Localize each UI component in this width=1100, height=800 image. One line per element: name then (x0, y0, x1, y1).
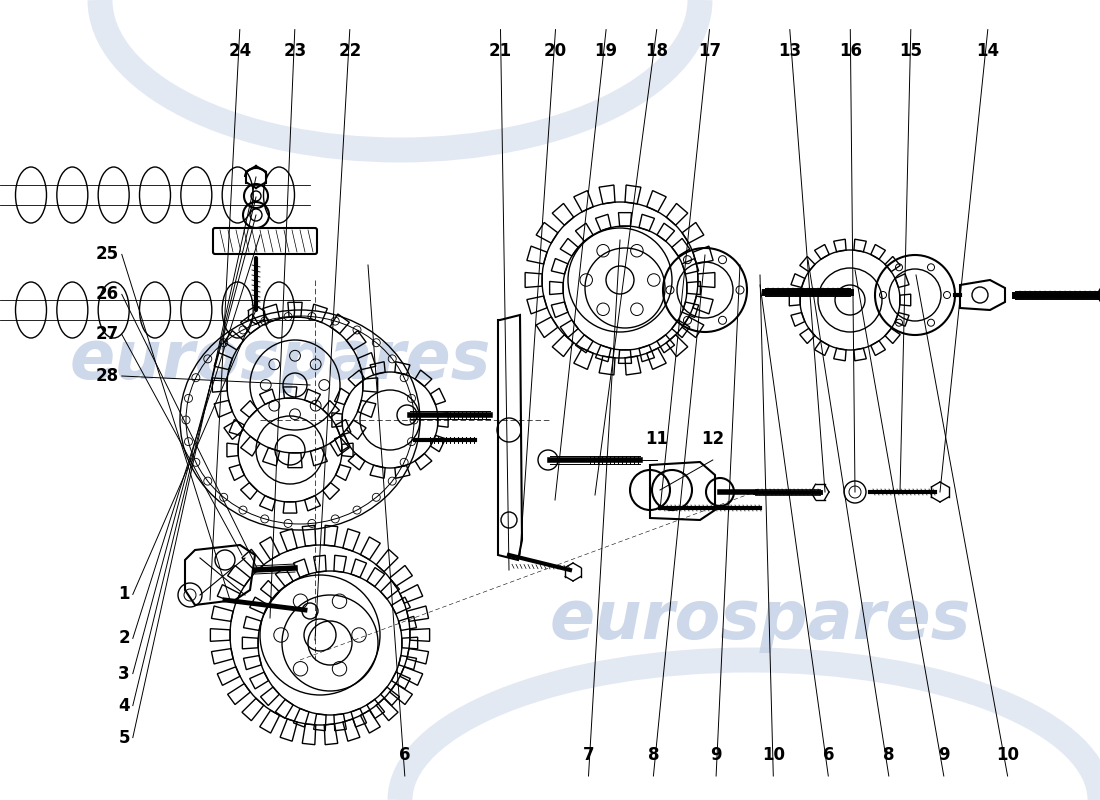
Text: 26: 26 (96, 286, 119, 303)
Text: 8: 8 (883, 746, 894, 764)
Text: 10: 10 (997, 746, 1019, 764)
Text: 10: 10 (762, 746, 784, 764)
Text: 23: 23 (283, 42, 307, 60)
Text: 11: 11 (646, 430, 668, 448)
Text: 9: 9 (711, 746, 722, 764)
Text: 5: 5 (119, 729, 130, 746)
Text: 3: 3 (118, 665, 130, 682)
Text: 18: 18 (646, 42, 668, 60)
Text: eurospares: eurospares (549, 587, 970, 653)
Text: 8: 8 (648, 746, 659, 764)
Text: 13: 13 (778, 42, 802, 60)
Text: 12: 12 (701, 430, 725, 448)
Text: 9: 9 (938, 746, 949, 764)
Text: 1: 1 (119, 586, 130, 603)
Text: 21: 21 (488, 42, 513, 60)
Text: 7: 7 (583, 746, 594, 764)
Text: 4: 4 (118, 697, 130, 714)
Text: 17: 17 (697, 42, 722, 60)
Text: 6: 6 (399, 746, 410, 764)
Text: 22: 22 (338, 42, 362, 60)
Text: 27: 27 (96, 326, 119, 343)
Text: 28: 28 (96, 367, 119, 385)
Text: 19: 19 (594, 42, 618, 60)
Text: 15: 15 (900, 42, 922, 60)
Text: 20: 20 (543, 42, 568, 60)
Text: 24: 24 (228, 42, 252, 60)
Text: 25: 25 (96, 246, 119, 263)
Text: 16: 16 (839, 42, 861, 60)
Text: 14: 14 (976, 42, 1000, 60)
Text: 6: 6 (823, 746, 834, 764)
Text: eurospares: eurospares (69, 327, 491, 393)
Text: 2: 2 (118, 630, 130, 647)
